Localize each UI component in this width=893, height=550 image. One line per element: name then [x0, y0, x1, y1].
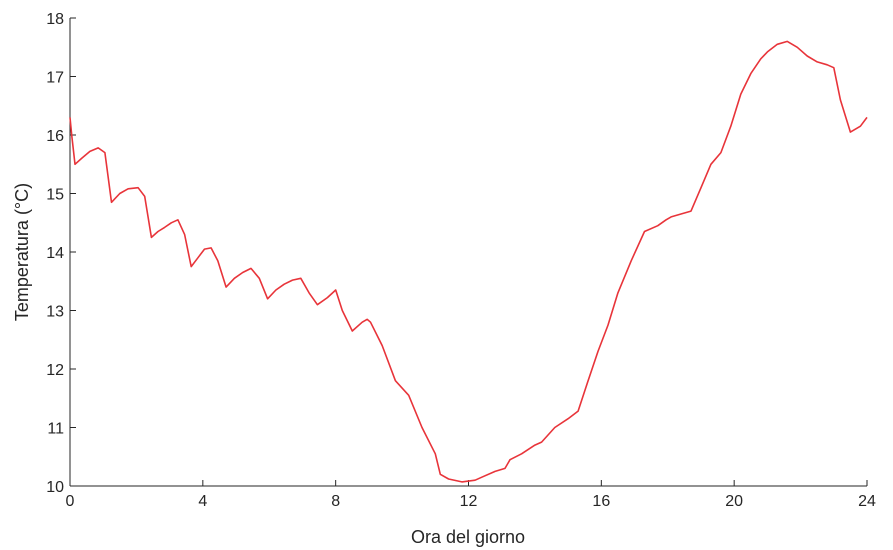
x-tick-label: 16	[592, 493, 610, 510]
x-tick-label: 24	[858, 493, 876, 510]
y-tick-label: 17	[46, 70, 64, 87]
y-tick-label: 14	[46, 245, 64, 262]
temperature-line	[69, 40, 868, 483]
y-ticks: 10 11 12 13 14 15 16 17 18	[46, 11, 76, 496]
x-ticks: 0 4 8 12 16 20 24	[66, 480, 876, 510]
y-tick-label: 12	[46, 362, 64, 379]
y-tick-label: 10	[46, 479, 64, 496]
y-tick-label: 11	[47, 421, 64, 438]
y-tick-label: 13	[46, 304, 64, 321]
y-tick-label: 15	[46, 187, 64, 204]
x-tick-label: 4	[198, 493, 207, 510]
x-axis-label: Ora del giorno	[411, 527, 525, 547]
x-tick-label: 20	[725, 493, 743, 510]
x-tick-label: 8	[331, 493, 340, 510]
series-layer	[69, 40, 868, 483]
y-axis-label: Temperatura (°C)	[12, 183, 32, 321]
y-tick-label: 16	[46, 128, 64, 145]
plot-background	[70, 18, 867, 486]
x-tick-label: 0	[66, 493, 75, 510]
x-tick-label: 12	[460, 493, 478, 510]
y-tick-label: 18	[46, 11, 64, 28]
